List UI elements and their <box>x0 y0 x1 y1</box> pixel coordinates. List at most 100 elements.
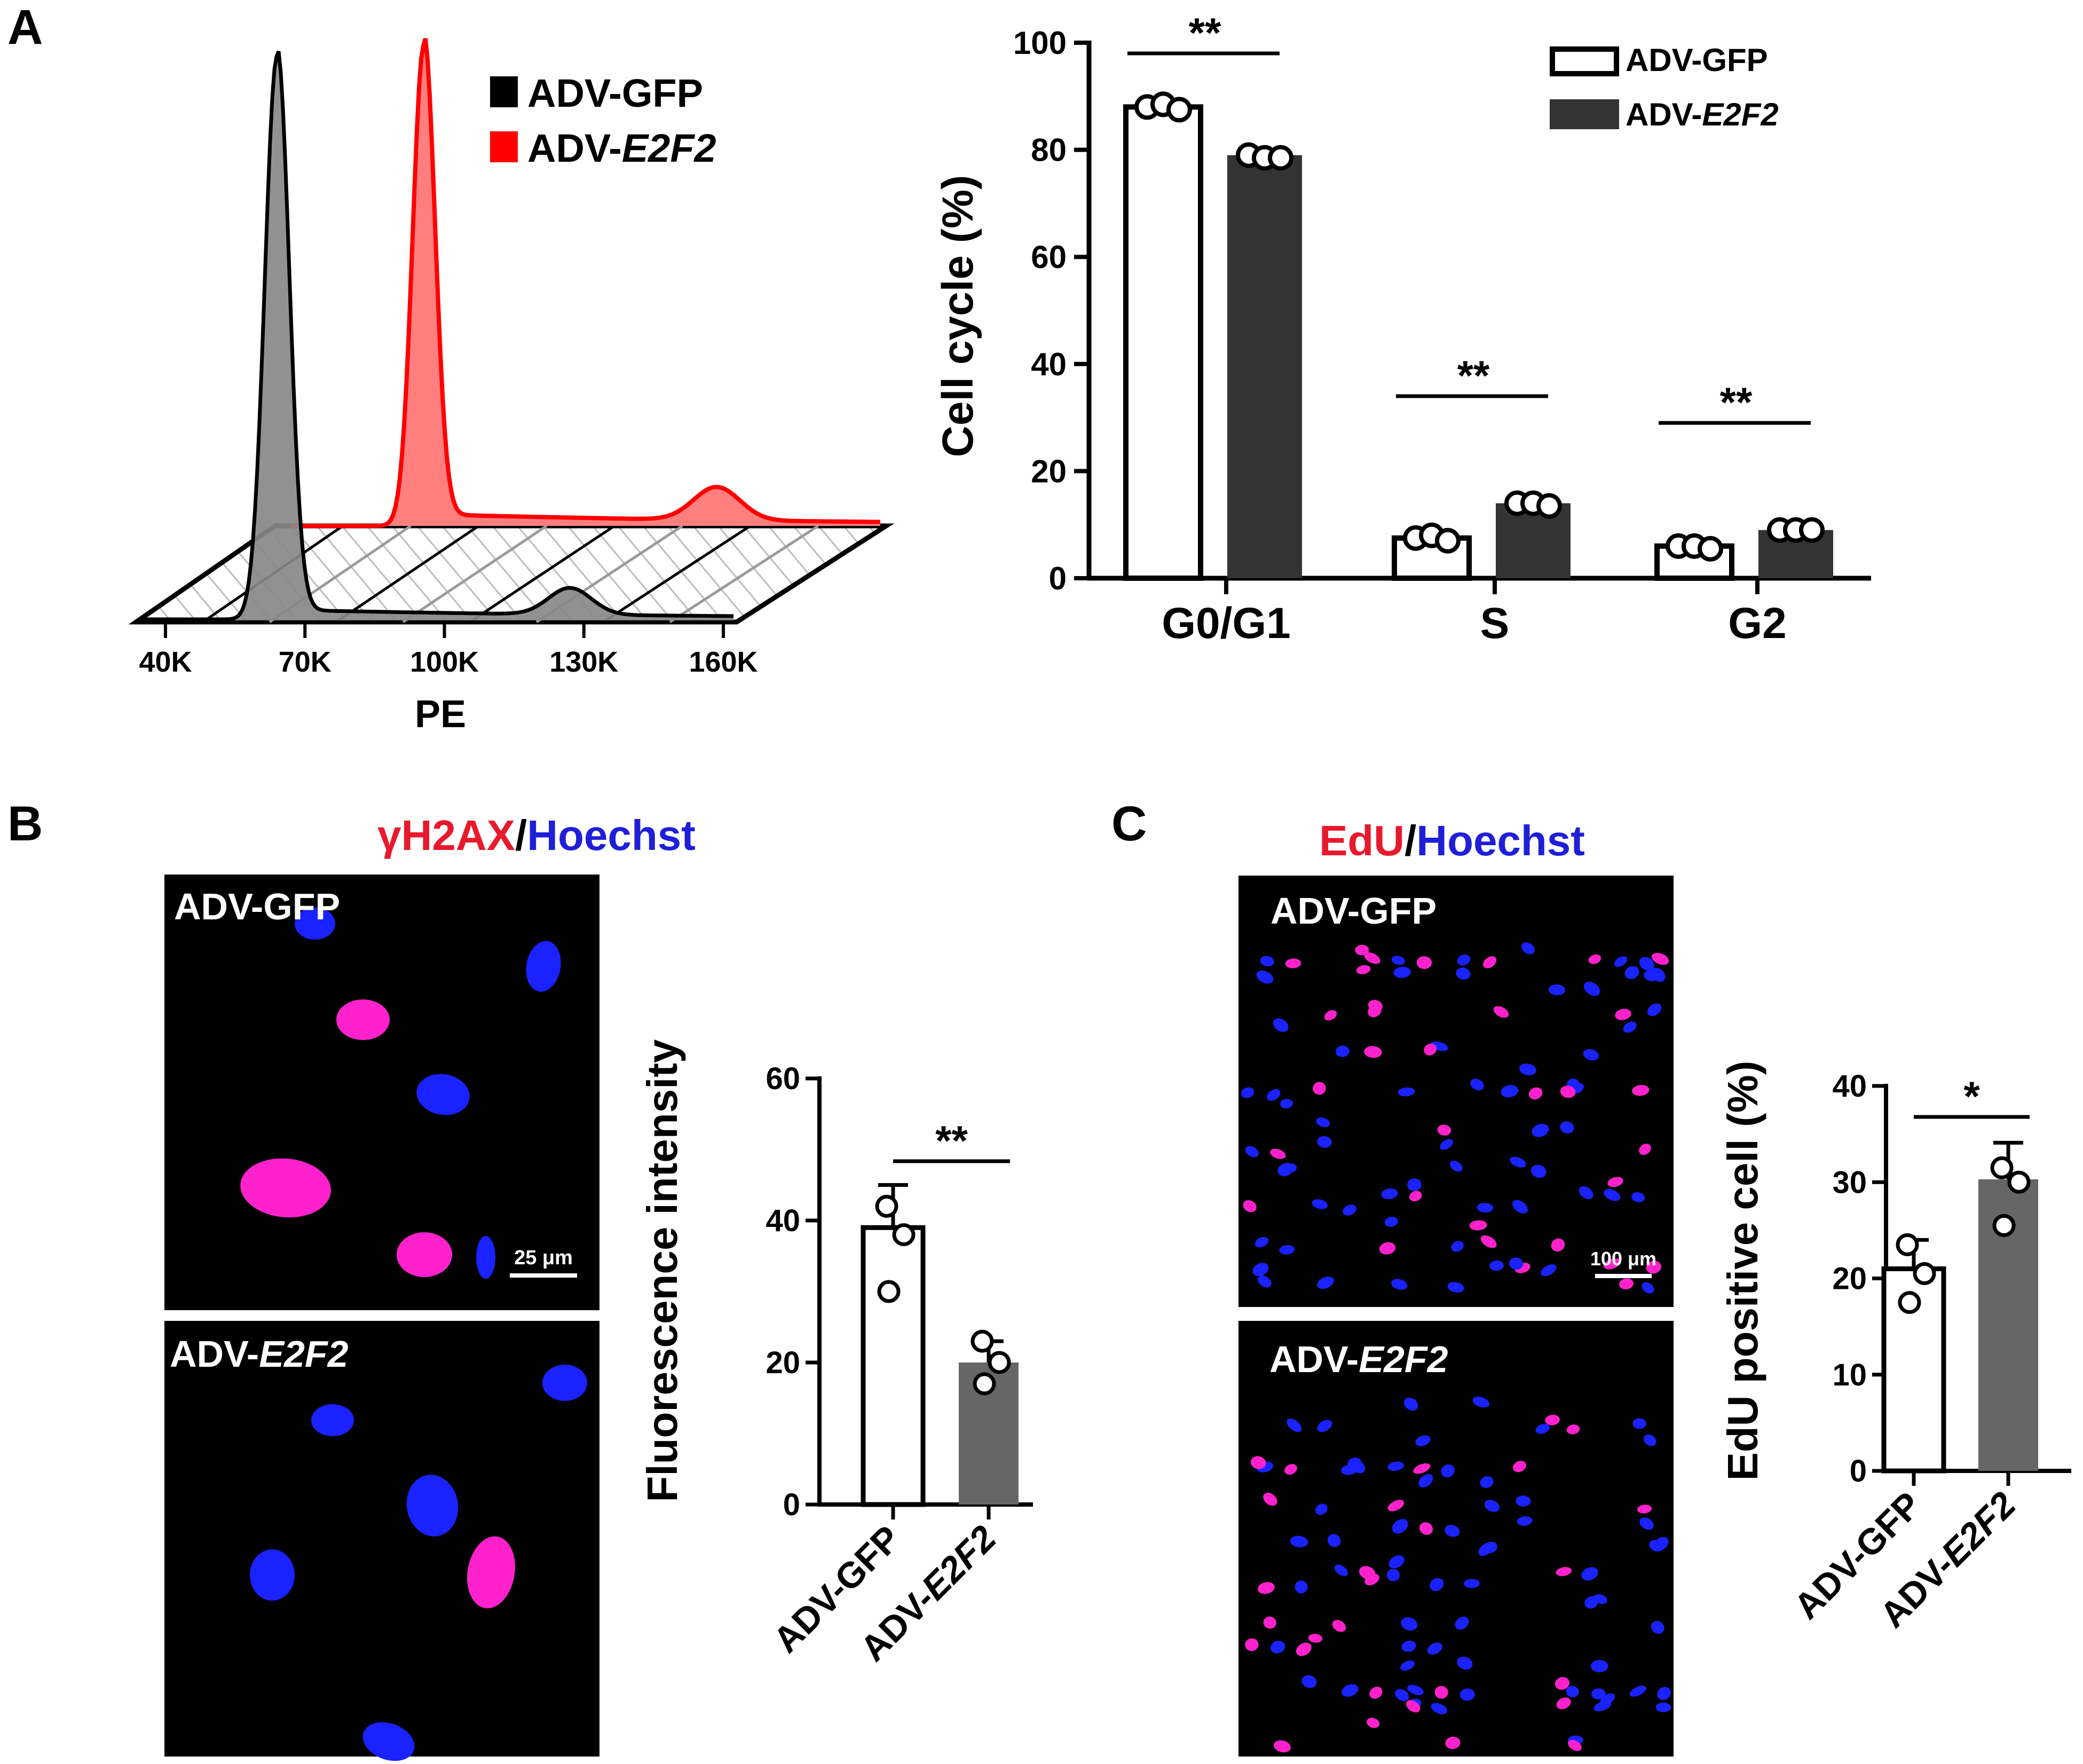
nucleus-blue <box>1464 1579 1480 1588</box>
nucleus-blue <box>1519 1064 1536 1076</box>
data-point <box>1898 1291 1921 1314</box>
nucleus-blue <box>1440 1139 1453 1150</box>
nucleus-blue <box>1241 1087 1254 1098</box>
nucleus-pink <box>1416 956 1432 969</box>
nucleus-pink <box>1637 1505 1652 1514</box>
nucleus-pink <box>467 1536 515 1609</box>
nucleus-pink <box>336 999 390 1040</box>
nucleus-blue <box>1254 1237 1269 1248</box>
nucleus-pink <box>1285 958 1301 968</box>
nucleus-blue <box>1392 1518 1408 1534</box>
nucleus-blue <box>406 1475 459 1537</box>
nucleus-pink <box>1483 956 1497 968</box>
nucleus-blue <box>1624 966 1639 979</box>
nucleus-blue <box>1335 1045 1350 1057</box>
nucleus-blue <box>1478 1542 1494 1556</box>
y-tick-label: 80 <box>1031 132 1067 168</box>
nucleus-blue <box>1316 1117 1330 1128</box>
nucleus-blue <box>1391 956 1405 965</box>
nucleus-pink <box>1409 1191 1422 1202</box>
significance-label: ** <box>1189 9 1221 56</box>
y-tick-label: 40 <box>766 1203 800 1238</box>
nucleus-blue <box>1472 1396 1490 1408</box>
nucleus-blue <box>1489 1261 1504 1271</box>
nucleus-blue <box>1266 1089 1281 1101</box>
nucleus-blue <box>1484 1500 1500 1512</box>
nucleus-blue <box>1516 1495 1531 1507</box>
histogram-tick-label: 40K <box>139 646 192 678</box>
nucleus-pink <box>1356 965 1371 974</box>
nucleus-pink <box>1364 952 1380 964</box>
nucleus-pink <box>1551 1238 1565 1252</box>
nucleus-pink <box>1243 1200 1257 1212</box>
nucleus-blue <box>1384 1217 1398 1227</box>
nucleus-pink <box>397 1232 452 1277</box>
nucleus-pink <box>1556 1697 1571 1710</box>
nucleus-pink <box>1387 1500 1405 1511</box>
scale-bar-b <box>510 1273 577 1278</box>
nucleus-blue <box>1256 970 1274 984</box>
nucleus-blue <box>1403 1397 1418 1411</box>
cell-cycle-legend: ADV-GFP ADV-E2F2 <box>1550 42 1779 132</box>
nucleus-blue <box>1517 1516 1533 1526</box>
data-point <box>892 1223 916 1247</box>
bar-ADV-E2F2 <box>1227 155 1302 578</box>
nucleus-blue <box>1566 1686 1579 1698</box>
nucleus-blue <box>1317 1420 1332 1432</box>
histogram-legend: ADV-GFP ADV-E2F2 <box>490 71 716 170</box>
nucleus-blue <box>1407 1178 1422 1191</box>
significance-label: ** <box>1720 379 1753 426</box>
micrograph-c-gfp <box>1238 876 1674 1307</box>
micrograph-b-gfp <box>164 875 599 1310</box>
nucleus-pink <box>1332 1620 1346 1632</box>
legend-gfp-label: ADV-GFP <box>527 71 703 115</box>
nucleus-pink <box>1364 1046 1382 1058</box>
nucleus-pink <box>1245 1638 1259 1651</box>
nucleus-blue <box>1334 1564 1348 1577</box>
nucleus-pink <box>1619 1278 1634 1289</box>
nucleus-pink <box>1284 1464 1297 1475</box>
data-point <box>2007 1170 2031 1194</box>
nucleus-blue <box>1273 1018 1289 1032</box>
panel-label-c: C <box>1111 797 1147 851</box>
nucleus-blue <box>1457 1656 1473 1670</box>
nucleus-blue <box>1447 1282 1464 1293</box>
nucleus-pink <box>1603 1258 1621 1270</box>
nucleus-blue <box>476 1236 495 1279</box>
histogram-tick-label: 160K <box>689 646 758 678</box>
data-point <box>1992 1214 2016 1237</box>
nucleus-blue <box>1342 1684 1359 1697</box>
nucleus-pink <box>1419 1522 1433 1535</box>
nucleus-pink <box>1359 1566 1376 1580</box>
y-tick-label: 0 <box>1049 561 1067 596</box>
data-point <box>1990 1156 2014 1179</box>
micrograph-c-e2f2-label: ADV-E2F2 <box>1269 1338 1448 1380</box>
nucleus-blue <box>1445 1525 1460 1537</box>
nucleus-blue <box>1647 1003 1662 1017</box>
nucleus-blue <box>1245 1146 1259 1157</box>
nucleus-blue <box>1315 1503 1328 1515</box>
y-tick-label: 0 <box>1850 1454 1867 1489</box>
micrograph-b-e2f2 <box>164 1321 599 1757</box>
nucleus-pink <box>1250 1456 1266 1469</box>
nucleus-blue <box>1258 1275 1272 1288</box>
nucleus-blue <box>1451 1241 1464 1252</box>
data-point <box>1698 536 1723 562</box>
nucleus-blue <box>1407 1684 1424 1695</box>
nucleus-pink <box>1296 1642 1312 1656</box>
panel-label-b: B <box>7 797 43 851</box>
data-point <box>1896 1233 1919 1256</box>
nucleus-blue <box>1456 967 1471 980</box>
data-point <box>1268 145 1293 171</box>
nucleus-pink <box>1424 1043 1437 1056</box>
nucleus-pink <box>1528 1087 1543 1100</box>
nucleus-blue <box>526 941 561 992</box>
nucleus-blue <box>1604 1189 1621 1201</box>
nucleus-pink <box>1545 1414 1560 1426</box>
panel-b-stain-title: γH2AX/Hoechst <box>377 812 696 859</box>
nucleus-pink <box>1632 1085 1650 1096</box>
nucleus-pink <box>1513 1461 1526 1472</box>
nucleus-blue <box>1581 1567 1598 1581</box>
nucleus-blue <box>1317 1276 1334 1289</box>
